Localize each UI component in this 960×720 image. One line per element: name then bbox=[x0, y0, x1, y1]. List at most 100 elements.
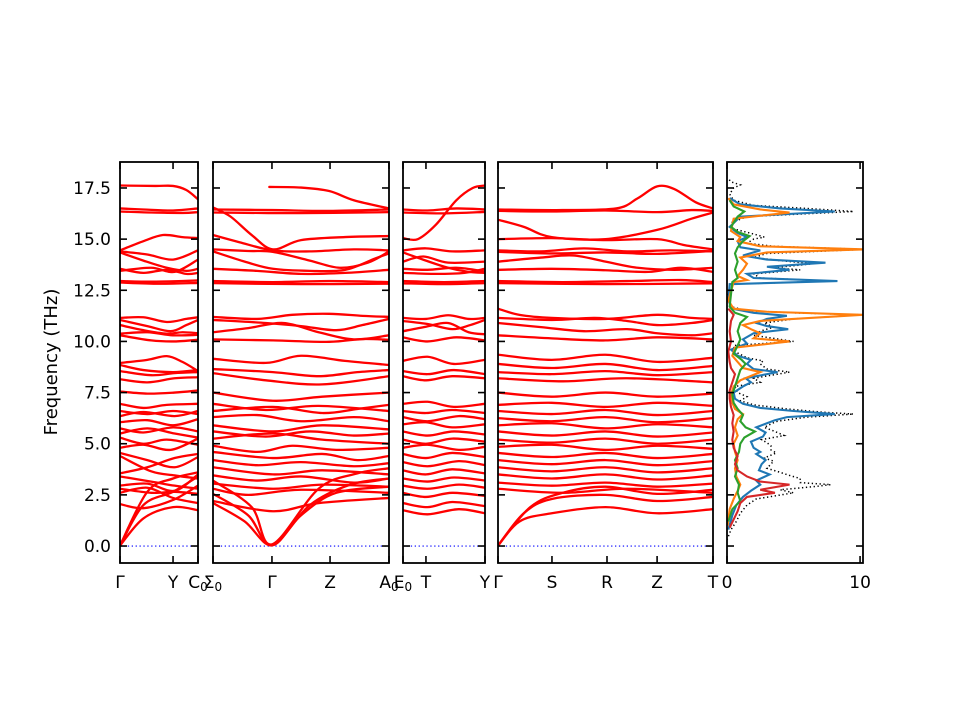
x-tick-label: Γ bbox=[267, 573, 277, 593]
phonon-band bbox=[498, 466, 713, 474]
band-panel-2-curves bbox=[213, 185, 389, 547]
phonon-band bbox=[498, 451, 713, 460]
phonon-band bbox=[213, 482, 389, 490]
band-panel-1: Γ Y C0 0.0 2.5 5.0 7.5 10.0 12.5 15.0 17.5 bbox=[73, 161, 208, 594]
x-tick-label: 0 bbox=[722, 573, 733, 593]
phonon-band bbox=[120, 437, 198, 452]
phonon-band bbox=[403, 279, 485, 284]
phonon-band bbox=[213, 281, 389, 286]
phonon-band bbox=[498, 377, 713, 384]
x-tick-label: C0 bbox=[188, 573, 208, 594]
phonon-band bbox=[120, 331, 198, 337]
dos-curve-pdos-4 bbox=[727, 308, 790, 529]
phonon-band bbox=[498, 401, 713, 409]
phonon-band bbox=[498, 430, 713, 438]
phonon-band bbox=[403, 314, 485, 321]
phonon-band bbox=[120, 369, 198, 377]
phonon-band bbox=[120, 505, 198, 547]
phonon-band bbox=[498, 211, 713, 241]
x-tick-label: T bbox=[420, 573, 432, 593]
phonon-band bbox=[403, 459, 485, 468]
phonon-band bbox=[403, 500, 485, 509]
phonon-band bbox=[213, 312, 389, 321]
phonon-band bbox=[498, 278, 713, 284]
phonon-band bbox=[213, 432, 389, 445]
phonon-band bbox=[403, 207, 485, 212]
phonon-band bbox=[498, 362, 713, 372]
phonon-band bbox=[120, 334, 198, 343]
phonon-band bbox=[403, 318, 485, 331]
phonon-band bbox=[120, 436, 198, 446]
y-tick-label: 5.0 bbox=[84, 435, 111, 455]
phonon-band bbox=[403, 281, 485, 286]
phonon-band bbox=[498, 437, 713, 445]
band-panel-3-curves bbox=[403, 184, 485, 547]
phonon-band bbox=[213, 444, 389, 454]
phonon-band bbox=[498, 281, 713, 286]
band-panel-3-ticks bbox=[402, 162, 486, 563]
phonon-band bbox=[213, 467, 389, 546]
x-tick-label: A0 bbox=[379, 573, 398, 594]
phonon-band bbox=[403, 368, 485, 376]
phonon-band bbox=[213, 485, 389, 547]
phonon-band bbox=[498, 473, 713, 481]
band-panel-2-frame bbox=[212, 161, 390, 564]
phonon-band bbox=[498, 458, 713, 467]
phonon-band bbox=[213, 477, 389, 547]
phonon-band bbox=[403, 355, 485, 366]
phonon-band bbox=[498, 184, 713, 212]
band-panel-1-ticks bbox=[119, 162, 199, 563]
phonon-band bbox=[213, 233, 389, 253]
y-tick-label: 2.5 bbox=[84, 486, 111, 506]
phonon-band bbox=[498, 408, 713, 417]
y-axis-title: Frequency (THz) bbox=[41, 289, 62, 436]
phonon-band bbox=[120, 452, 198, 475]
phonon-band bbox=[213, 208, 389, 213]
phonon-band bbox=[120, 486, 198, 505]
band-panel-1-frame bbox=[119, 161, 199, 564]
y-tick-label: 12.5 bbox=[73, 281, 111, 301]
phonon-band bbox=[213, 279, 389, 284]
phonon-band bbox=[120, 409, 198, 418]
phonon-band bbox=[403, 468, 485, 476]
phonon-band bbox=[403, 476, 485, 483]
phonon-band bbox=[213, 371, 389, 386]
x-tick-label: Σ0 bbox=[204, 573, 222, 594]
phonon-band bbox=[120, 184, 198, 201]
phonon-band bbox=[403, 210, 485, 215]
phonon-band bbox=[213, 391, 389, 402]
phonon-band bbox=[120, 281, 198, 285]
phonon-band bbox=[120, 249, 198, 261]
phonon-band bbox=[120, 207, 198, 212]
x-tick-label: E0 bbox=[394, 573, 412, 594]
phonon-band bbox=[498, 422, 713, 430]
x-tick-label: Y bbox=[167, 573, 179, 593]
phonon-band bbox=[213, 458, 389, 468]
phonon-band bbox=[403, 508, 485, 516]
phonon-band bbox=[403, 266, 485, 273]
phonon-band bbox=[213, 403, 389, 415]
phonon-band bbox=[213, 487, 389, 497]
phonon-band bbox=[120, 471, 198, 547]
phonon-band bbox=[120, 402, 198, 410]
phonon-band bbox=[403, 451, 485, 460]
phonon-band bbox=[498, 249, 713, 256]
phonon-band bbox=[498, 493, 713, 547]
phonon-band bbox=[213, 367, 389, 378]
phonon-band bbox=[403, 267, 485, 276]
x-tick-label: Γ bbox=[115, 573, 125, 593]
phonon-band bbox=[498, 334, 713, 342]
phonon-band bbox=[120, 258, 198, 274]
phonon-band bbox=[498, 247, 713, 253]
y-tick-label: 7.5 bbox=[84, 384, 111, 404]
phonon-band bbox=[120, 451, 198, 469]
x-tick-label: Y bbox=[479, 573, 491, 593]
x-tick-label: Z bbox=[651, 573, 663, 593]
band-panel-1-curves bbox=[120, 184, 198, 547]
phonon-band bbox=[120, 318, 198, 333]
dos-panel-frame bbox=[726, 161, 864, 564]
x-tick-label: 10 bbox=[849, 573, 871, 593]
phonon-band bbox=[403, 408, 485, 415]
